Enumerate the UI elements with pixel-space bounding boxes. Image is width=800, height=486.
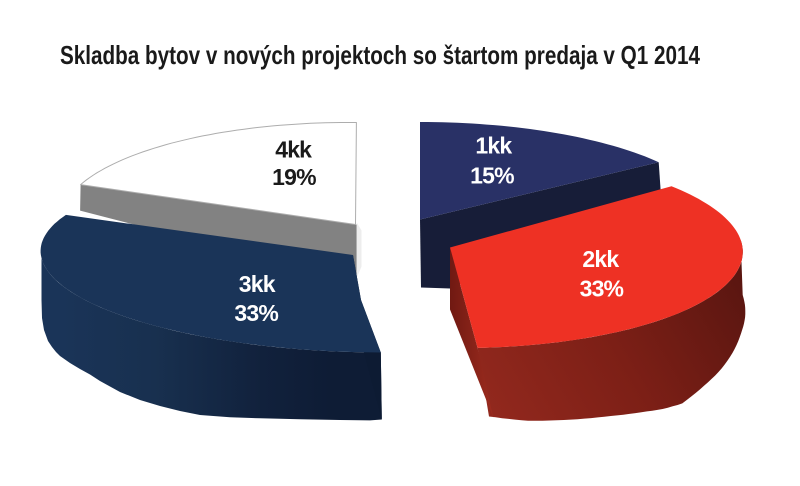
svg-text:15%: 15% — [470, 163, 514, 189]
svg-text:Skladba bytov v nových projekt: Skladba bytov v nových projektoch so šta… — [60, 40, 700, 70]
svg-text:4kk: 4kk — [275, 137, 312, 163]
svg-text:1kk: 1kk — [475, 133, 512, 159]
svg-text:2kk: 2kk — [582, 246, 619, 272]
svg-text:33%: 33% — [580, 275, 624, 301]
svg-text:3kk: 3kk — [239, 271, 276, 297]
svg-text:19%: 19% — [272, 164, 316, 190]
svg-text:33%: 33% — [234, 300, 278, 326]
